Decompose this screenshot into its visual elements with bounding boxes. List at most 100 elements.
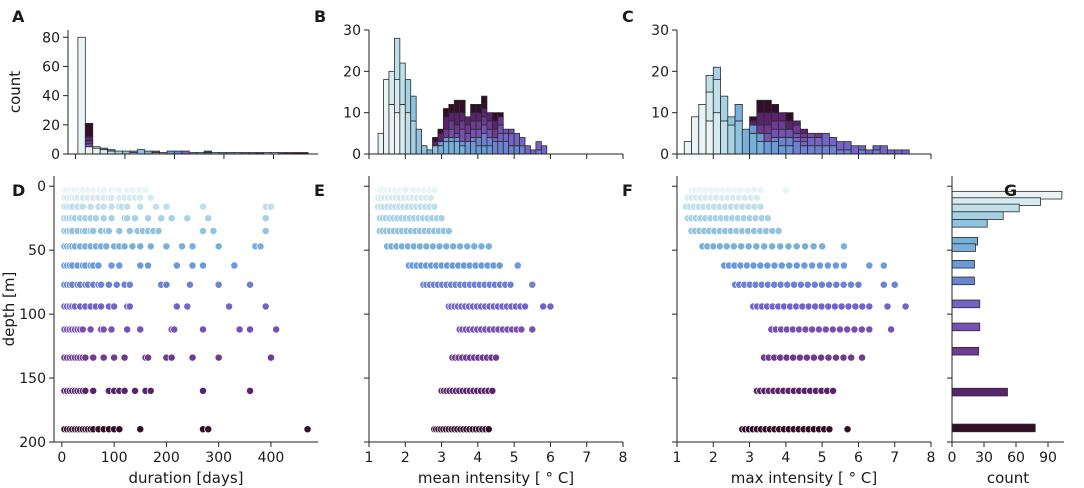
scatter-point: [172, 302, 181, 311]
scatter-point: [151, 202, 160, 211]
histogram-bar: [442, 116, 450, 130]
scatter-point: [774, 227, 783, 235]
scatter-point: [743, 186, 752, 195]
scatter-point: [513, 261, 522, 270]
histogram-bar: [77, 36, 86, 155]
histogram-bar: [393, 37, 401, 80]
histogram-bar: [530, 149, 537, 155]
panel-label: A: [12, 7, 25, 26]
scatter-point: [167, 353, 176, 362]
x-tick-label: 3: [745, 450, 754, 466]
scatter-point: [823, 261, 832, 270]
scatter-point: [839, 280, 848, 289]
histogram-bar: [448, 120, 455, 130]
scatter-point: [847, 280, 855, 289]
histogram-bar: [734, 104, 743, 122]
scatter-point: [120, 386, 129, 395]
histogram-bar: [491, 112, 499, 122]
scatter-point: [86, 325, 95, 334]
scatter-point: [521, 302, 529, 311]
scatter-point: [737, 242, 746, 251]
scatter-point: [800, 261, 809, 270]
histogram-bar: [491, 137, 499, 142]
y-tick-label: 150: [19, 371, 46, 387]
histogram-bar: [778, 112, 787, 122]
histogram-bar: [459, 128, 466, 142]
scatter-point: [763, 261, 772, 270]
scatter-point: [506, 280, 515, 289]
histogram-bar: [404, 79, 412, 114]
panel-label: F: [622, 181, 633, 200]
scatter-point: [825, 280, 834, 289]
histogram-bar: [720, 95, 729, 122]
scatter-point: [763, 214, 772, 223]
histogram-bar: [453, 112, 461, 126]
x-axis-label: count: [987, 469, 1029, 487]
scatter-point: [183, 214, 192, 223]
y-tick-label: 0: [352, 147, 361, 163]
histogram-bar: [778, 137, 787, 147]
y-tick-label: 40: [42, 89, 60, 105]
histogram-bar: [421, 145, 428, 155]
scatter-point: [781, 186, 790, 195]
count-bar: [951, 299, 981, 309]
scatter-point: [858, 302, 867, 311]
panel-E: 1 2 3 4 5 6 7 8 mean intensity [ ° C] E: [314, 176, 627, 487]
histogram-bar: [84, 122, 94, 137]
histogram-bar: [836, 141, 845, 151]
histogram-bar: [858, 145, 867, 151]
histogram-bar: [99, 149, 109, 155]
histogram-bar: [727, 116, 736, 126]
histogram-bar: [770, 141, 779, 155]
scatter-point: [422, 242, 431, 251]
histogram-bar: [470, 120, 477, 130]
scatter-point: [835, 325, 844, 334]
scatter-point: [484, 242, 493, 251]
histogram-bar: [792, 120, 801, 126]
x-tick-label: 8: [619, 450, 628, 466]
scatter-point: [789, 353, 798, 362]
histogram-bar: [481, 108, 488, 118]
scatter-point: [261, 227, 270, 235]
scatter-point: [517, 325, 526, 334]
scatter-point: [136, 325, 145, 334]
histogram-bar: [459, 120, 466, 130]
histogram-bar: [814, 132, 823, 138]
histogram-bar: [502, 128, 510, 134]
histogram-bar: [734, 120, 743, 155]
histogram-bar: [508, 132, 515, 147]
histogram-bar: [799, 141, 809, 147]
scatter-point: [879, 280, 888, 289]
histogram-bar: [448, 104, 455, 114]
scatter-point: [488, 386, 497, 395]
scatter-point: [844, 302, 853, 311]
panel-A: 0 20 40 60 80 count A: [6, 7, 318, 163]
histogram-bar: [459, 99, 466, 114]
scatter-point: [162, 202, 171, 211]
histogram-bar: [705, 120, 714, 155]
scatter-point: [782, 353, 791, 362]
scatter-point: [154, 227, 163, 235]
histogram-bar: [481, 124, 488, 134]
scatter-point: [839, 353, 848, 362]
scatter-point: [214, 353, 223, 362]
histogram-bar: [453, 99, 461, 114]
histogram-bar: [84, 140, 94, 145]
scatter-point: [795, 353, 804, 362]
scatter-point: [170, 325, 179, 334]
histogram-bar: [453, 132, 461, 138]
histogram-bar: [508, 145, 515, 155]
y-tick-label: 30: [343, 23, 361, 39]
histogram-bar: [497, 124, 504, 134]
histogram-bar: [540, 145, 548, 155]
scatter-point: [770, 280, 779, 289]
histogram-bar: [437, 132, 444, 142]
scatter-point: [256, 242, 265, 251]
histogram-bar: [756, 141, 765, 155]
histogram-bar: [770, 128, 779, 138]
scatter-point: [172, 261, 181, 270]
scatter-point: [246, 325, 254, 334]
histogram-bar: [92, 146, 101, 149]
scatter-point: [104, 227, 113, 235]
scatter-point: [456, 242, 465, 251]
